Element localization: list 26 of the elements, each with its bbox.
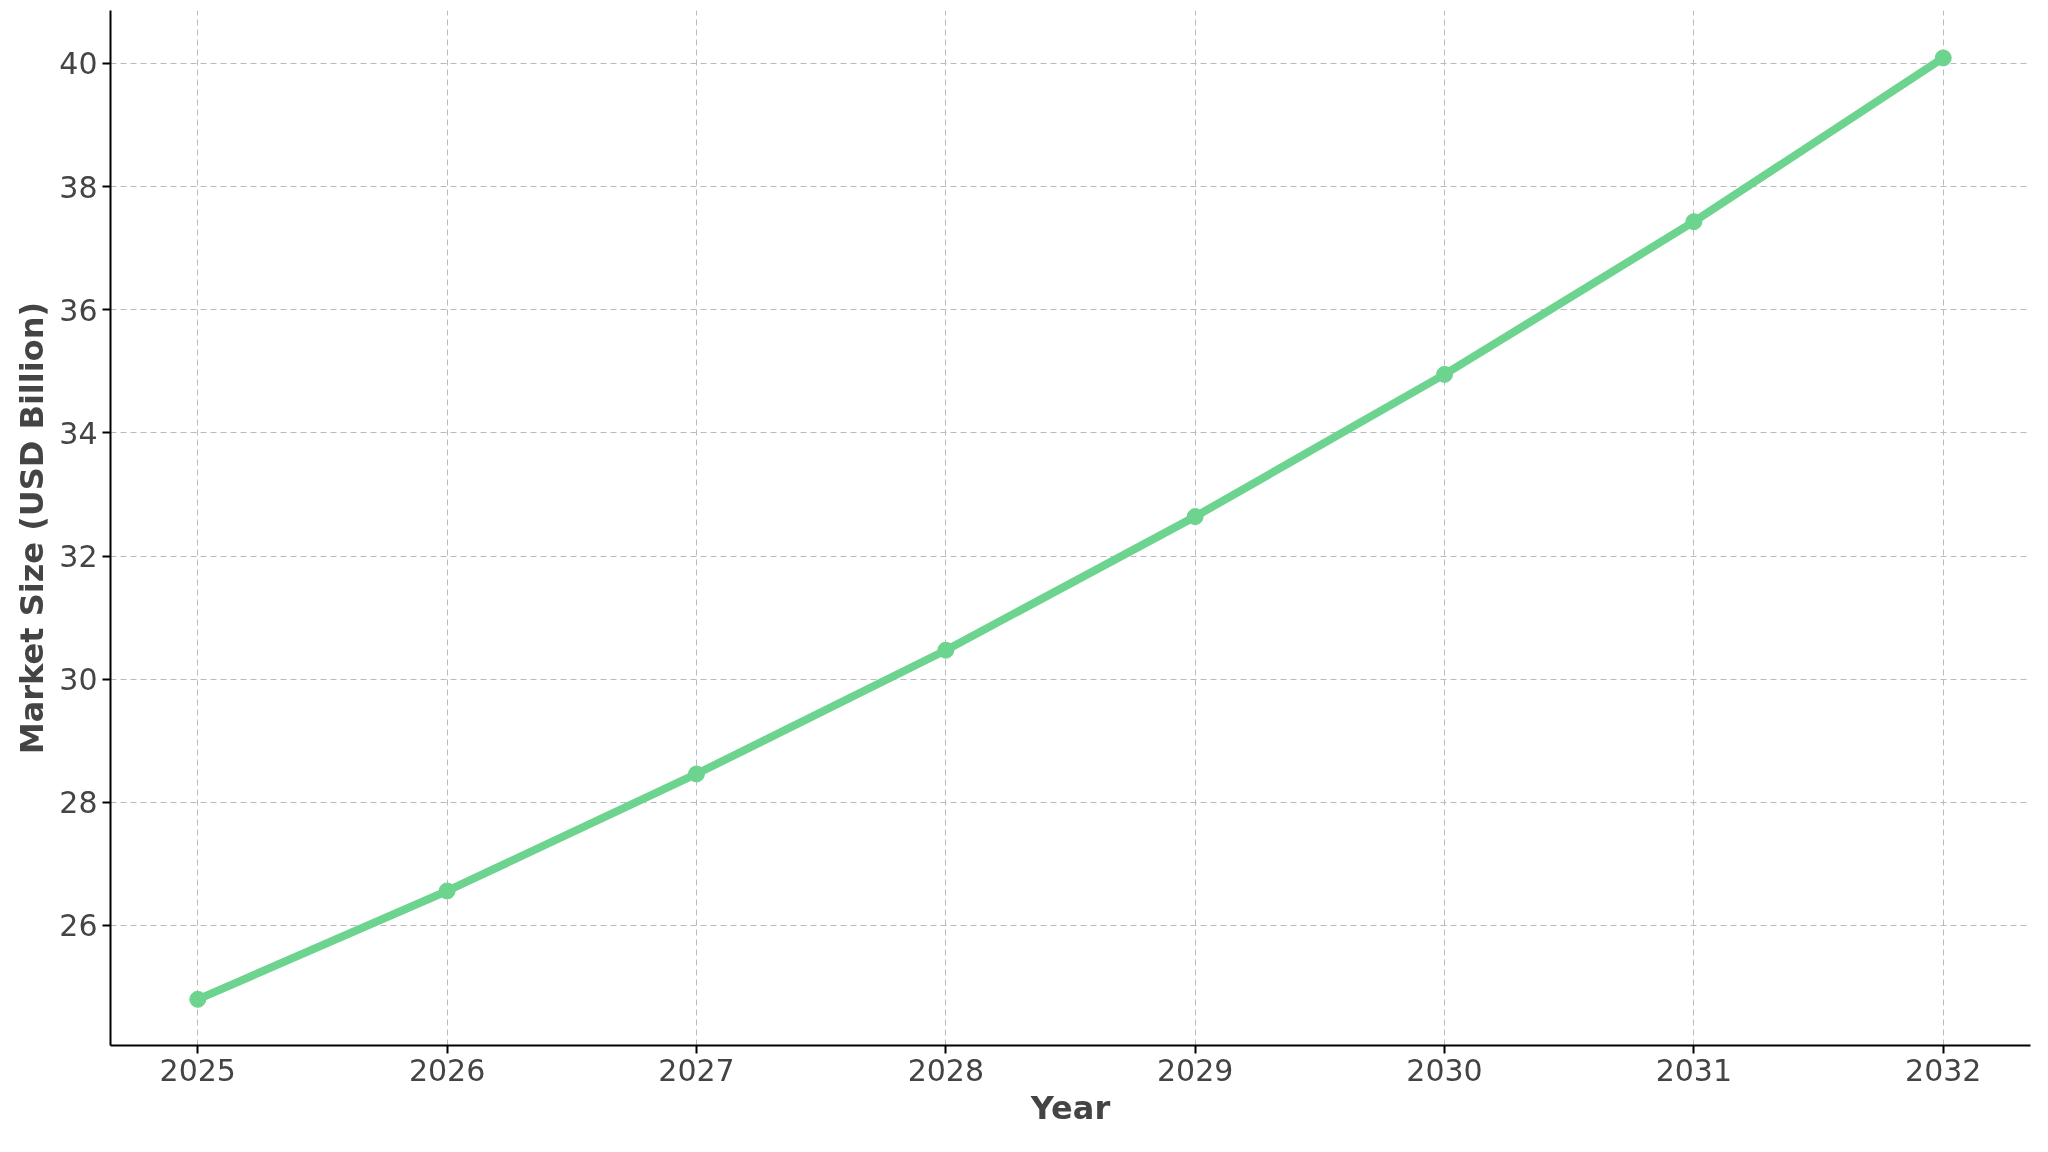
point (937, 641, 955, 659)
y-tick-label: 36 (59, 292, 98, 328)
y-tick-label: 34 (59, 415, 98, 451)
x-tick-label: 2029 (1157, 1052, 1234, 1088)
x-tick-label: 2032 (1905, 1052, 1982, 1088)
y-tick-label: 26 (59, 908, 98, 944)
point (687, 765, 705, 783)
point (438, 882, 456, 900)
y-tick-label: 32 (59, 539, 98, 575)
y-tick-label: 38 (59, 169, 98, 205)
x-axis-title: Year (1029, 1088, 1111, 1127)
point (1436, 365, 1454, 383)
x-tick-label: 2026 (408, 1052, 486, 1088)
y-tick-label: 30 (59, 662, 98, 698)
x-tick-label: 2027 (658, 1052, 735, 1088)
x-tick-label: 2031 (1655, 1052, 1733, 1088)
point (1685, 213, 1703, 231)
point (1934, 49, 1952, 67)
y-tick-label: 28 (59, 785, 98, 821)
x-tick-label: 2025 (159, 1052, 236, 1088)
y-axis-title: Market Size (USD Billion) (13, 301, 52, 755)
y-tick-label: 40 (59, 46, 98, 82)
point (189, 990, 207, 1008)
x-tick-label: 2028 (907, 1052, 985, 1088)
point (1186, 508, 1204, 526)
x-tick-label: 2030 (1406, 1052, 1483, 1088)
